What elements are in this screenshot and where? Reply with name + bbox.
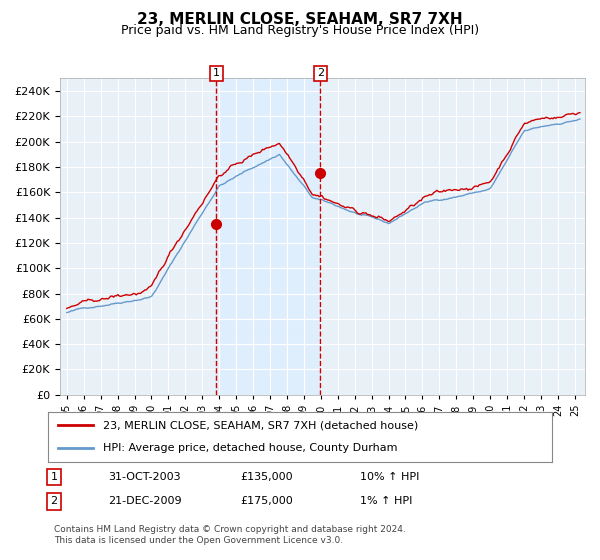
Text: 2: 2 <box>317 68 324 78</box>
Text: 21-DEC-2009: 21-DEC-2009 <box>108 496 182 506</box>
Text: £135,000: £135,000 <box>240 472 293 482</box>
Text: 23, MERLIN CLOSE, SEAHAM, SR7 7XH: 23, MERLIN CLOSE, SEAHAM, SR7 7XH <box>137 12 463 27</box>
Bar <box>217 78 320 395</box>
Text: £175,000: £175,000 <box>240 496 293 506</box>
Text: Price paid vs. HM Land Registry's House Price Index (HPI): Price paid vs. HM Land Registry's House … <box>121 24 479 37</box>
Text: Contains HM Land Registry data © Crown copyright and database right 2024.
This d: Contains HM Land Registry data © Crown c… <box>54 525 406 545</box>
Text: 23, MERLIN CLOSE, SEAHAM, SR7 7XH (detached house): 23, MERLIN CLOSE, SEAHAM, SR7 7XH (detac… <box>103 420 419 430</box>
Text: 31-OCT-2003: 31-OCT-2003 <box>108 472 181 482</box>
Text: 2: 2 <box>50 496 58 506</box>
Text: 1% ↑ HPI: 1% ↑ HPI <box>360 496 412 506</box>
Text: HPI: Average price, detached house, County Durham: HPI: Average price, detached house, Coun… <box>103 444 398 454</box>
Text: 10% ↑ HPI: 10% ↑ HPI <box>360 472 419 482</box>
Text: 1: 1 <box>50 472 58 482</box>
Text: 1: 1 <box>213 68 220 78</box>
